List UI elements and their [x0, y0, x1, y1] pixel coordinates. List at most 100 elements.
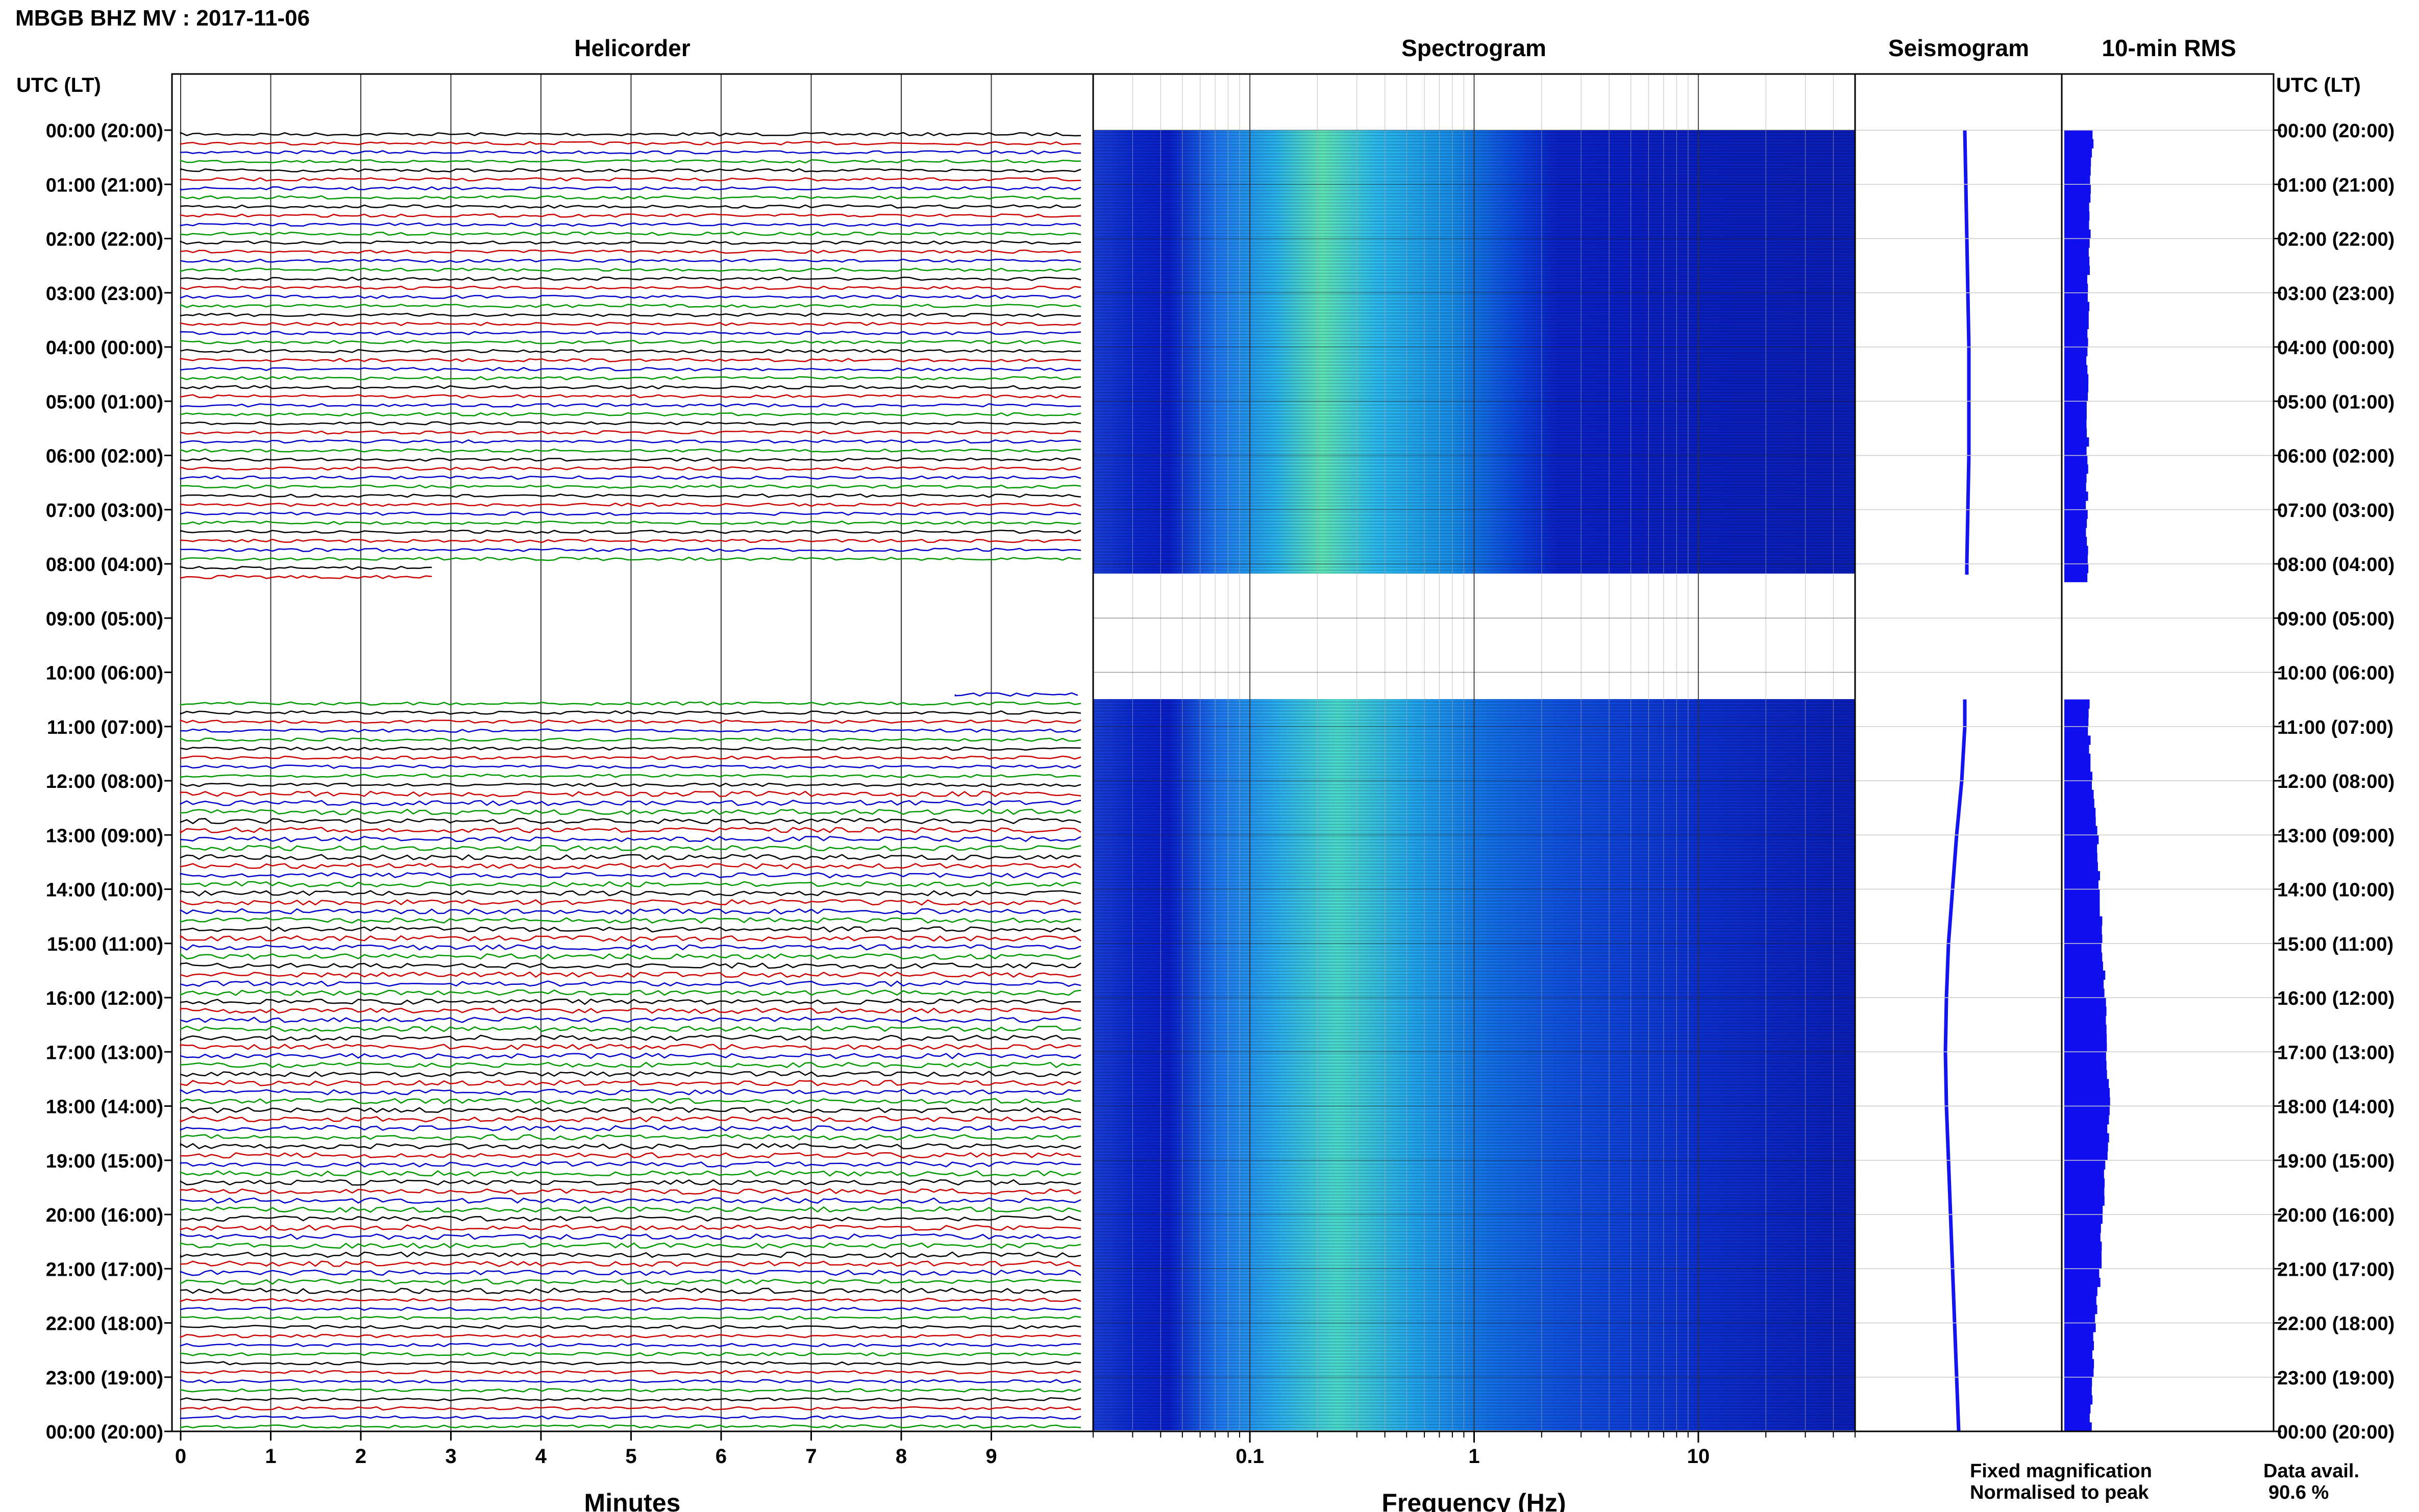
- helicorder-tick-label: 3: [445, 1445, 456, 1468]
- helicorder-trace: [180, 953, 1081, 960]
- helicorder-trace: [180, 340, 1081, 344]
- rms-bar: [2064, 139, 2094, 148]
- helicorder-title: Helicorder: [574, 35, 690, 61]
- rms-bar: [2064, 275, 2087, 284]
- rms-bar: [2064, 1395, 2093, 1405]
- rms-bar: [2064, 753, 2091, 763]
- rms-bar: [2064, 482, 2086, 492]
- rms-bar: [2064, 699, 2090, 709]
- hour-label-left: 21:00 (17:00): [46, 1259, 163, 1280]
- helicorder-trace: [180, 962, 1081, 969]
- hour-labels: 00:00 (20:00) 00:00 (20:00) 01:00 (21:00) 0…: [46, 120, 2395, 1443]
- helicorder-trace: [180, 971, 1081, 978]
- rms-bar: [2064, 1070, 2107, 1079]
- rms-bar: [2064, 518, 2087, 528]
- hour-label-right: 01:00 (21:00): [2277, 175, 2395, 196]
- rms-bar: [2064, 455, 2088, 465]
- seismogram-panel: Seismogram: [1888, 35, 2029, 1432]
- rms-bar: [2064, 1422, 2092, 1432]
- rms-bar: [2064, 365, 2088, 375]
- helicorder-trace: [180, 989, 1081, 996]
- rms-bar: [2064, 1305, 2097, 1315]
- helicorder-trace: [180, 998, 1081, 1005]
- rms-bar: [2064, 1187, 2105, 1197]
- helicorder-trace: [180, 1098, 1081, 1105]
- helicorder-trace: [180, 1406, 1081, 1411]
- helicorder-trace: [180, 412, 1081, 417]
- helicorder-trace: [180, 917, 1081, 924]
- rms-bar: [2064, 799, 2094, 808]
- helicorder-minute-gridlines: [180, 74, 992, 1431]
- rms-bar: [2064, 311, 2089, 320]
- rms-bar: [2064, 256, 2090, 266]
- helicorder-trace: [180, 1343, 1081, 1348]
- helicorder-tick-label: 4: [535, 1445, 547, 1468]
- rms-bar: [2064, 889, 2100, 899]
- helicorder-trace: [180, 944, 1081, 951]
- rms-bar: [2064, 1368, 2094, 1378]
- helicorder-trace: [180, 737, 1081, 742]
- helicorder-trace: [180, 331, 1081, 335]
- helicorder-trace: [180, 1025, 1081, 1032]
- helicorder-trace: [180, 872, 1081, 879]
- helicorder-tick-label: 9: [985, 1445, 997, 1468]
- hour-label-left: 00:00 (20:00): [46, 120, 163, 142]
- helicorder-trace: [180, 1179, 1081, 1186]
- rms-bar: [2064, 871, 2100, 881]
- helicorder-trace: [180, 1080, 1081, 1086]
- hour-label-left: 16:00 (12:00): [46, 988, 163, 1009]
- rms-bar: [2064, 934, 2103, 944]
- hour-label-right: 16:00 (12:00): [2277, 988, 2395, 1009]
- helicorder-trace: [180, 448, 1081, 453]
- helicorder-trace: [180, 1287, 1081, 1294]
- hour-label-left: 17:00 (13:00): [46, 1042, 163, 1063]
- rms-bar: [2064, 428, 2087, 438]
- y-axis-labels: UTC (LT) UTC (LT) 00:00 (20:00) 00:00 (20…: [16, 74, 2395, 1443]
- rms-bar: [2064, 943, 2102, 953]
- rms-bar: [2064, 446, 2087, 456]
- helicorder-tick-label: 8: [896, 1445, 907, 1468]
- outer-frame: [171, 73, 2275, 1432]
- rms-bar: [2064, 410, 2087, 420]
- hour-label-right: 22:00 (18:00): [2277, 1313, 2395, 1335]
- rms-bar: [2064, 1205, 2103, 1215]
- helicorder-trace: [180, 565, 432, 571]
- hour-label-right: 00:00 (20:00): [2277, 1422, 2395, 1443]
- helicorder-trace: [180, 899, 1081, 906]
- rms-bar: [2064, 988, 2105, 998]
- hour-label-right: 05:00 (01:00): [2277, 391, 2395, 413]
- helicorder-trace: [180, 195, 1081, 200]
- helicorder-trace: [180, 439, 1081, 444]
- rms-bar: [2064, 735, 2091, 745]
- rms-bar: [2064, 374, 2089, 384]
- rms-bar: [2064, 1404, 2091, 1414]
- rms-bar: [2064, 491, 2088, 501]
- helicorder-trace: [180, 1334, 1081, 1339]
- helicorder-trace: [180, 845, 1081, 852]
- rms-bar: [2064, 1269, 2100, 1278]
- helicorder-trace: [180, 1152, 1081, 1159]
- spectrogram-frequency-gridlines: [1093, 74, 1856, 1431]
- hour-label-left: 01:00 (21:00): [46, 175, 163, 196]
- rms-bar: [2064, 853, 2097, 862]
- data-avail-value: 90.6 %: [2268, 1482, 2329, 1503]
- helicorder-trace: [180, 376, 1081, 381]
- hour-label-right: 17:00 (13:00): [2277, 1042, 2395, 1063]
- rms-bar: [2064, 1250, 2102, 1260]
- helicorder-trace: [180, 548, 1081, 552]
- rms-bar: [2064, 925, 2102, 935]
- helicorder-trace: [180, 1107, 1081, 1113]
- rms-bar: [2064, 844, 2097, 854]
- helicorder-trace: [180, 1298, 1081, 1302]
- helicorder-trace: [180, 1397, 1081, 1402]
- helicorder-trace: [180, 475, 1081, 480]
- helicorder-trace: [180, 421, 1081, 426]
- hour-label-left: 02:00 (22:00): [46, 229, 163, 251]
- rms-bar: [2064, 726, 2088, 736]
- hour-label-left: 03:00 (23:00): [46, 283, 163, 305]
- hour-label-left: 07:00 (03:00): [46, 500, 163, 522]
- rms-bar: [2064, 184, 2091, 194]
- helicorder-trace: [180, 132, 1081, 137]
- helicorder-trace: [180, 457, 1081, 462]
